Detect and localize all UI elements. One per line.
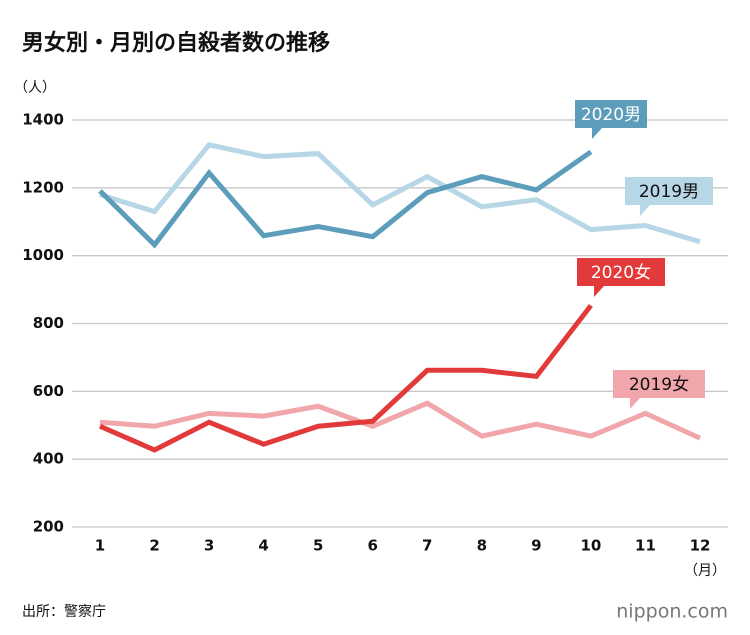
y-tick-label: 200 [33,518,64,536]
y-tick-label: 1400 [22,111,64,129]
y-tick-label: 600 [33,382,64,400]
x-tick-label: 8 [477,537,487,555]
legend-label: 2020男 [581,105,641,125]
callout: 2020男 [575,100,647,139]
callout-box [625,177,713,216]
x-unit: （月） [684,563,726,579]
series-line [98,149,593,249]
callout: 2019男 [625,177,713,216]
series-line [99,141,701,245]
legend-label: 2020女 [591,263,651,283]
x-tick-label: 4 [258,537,268,555]
brand: nippon.com [616,601,728,623]
x-tick-label: 7 [422,537,432,555]
y-tick-label: 1000 [22,246,64,264]
x-tick-label: 5 [313,537,323,555]
y-tick-label: 400 [33,450,64,468]
x-tick-label: 9 [531,537,541,555]
x-tick-label: 1 [95,537,105,555]
x-tick-label: 11 [635,537,656,555]
source: 出所：警察庁 [22,603,106,620]
x-tick-label: 6 [368,537,378,555]
callout: 2019女 [613,370,705,409]
x-tick-label: 2 [149,537,159,555]
x-tick-label: 10 [580,537,601,555]
y-unit: （人） [14,80,56,96]
y-tick-label: 1200 [22,178,64,196]
x-tick-label: 3 [204,537,214,555]
series-line [99,303,593,453]
callout-box [575,100,647,139]
chart-title: 男女別・月別の自殺者数の推移 [22,30,330,56]
callout-box [613,370,705,409]
legend-label: 2019女 [629,375,689,395]
series-line [99,400,702,441]
callout-box [577,258,665,297]
y-tick-label: 800 [33,314,64,332]
x-tick-label: 12 [690,537,711,555]
legend-label: 2019男 [639,182,699,202]
callout: 2020女 [577,258,665,297]
